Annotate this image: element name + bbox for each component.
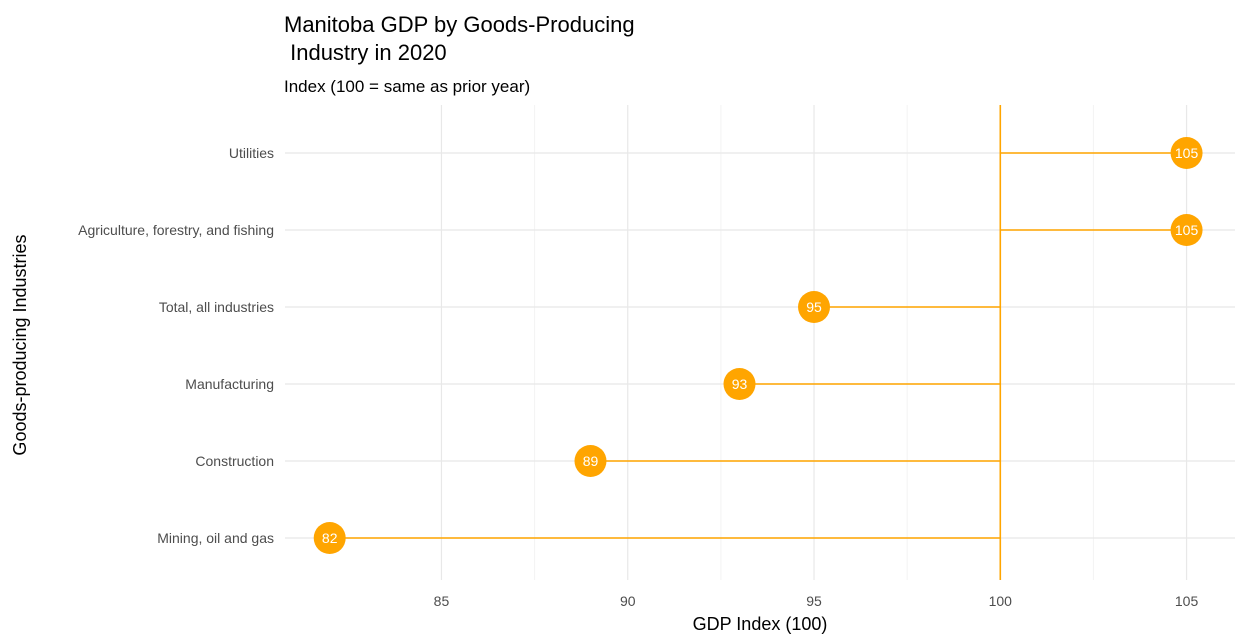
- y-category-label: Utilities: [229, 145, 274, 161]
- lollipop-point: [1170, 214, 1203, 246]
- lollipop-point: [574, 445, 607, 477]
- chart-title-line-1: Manitoba GDP by Goods-Producing: [284, 12, 635, 37]
- y-category-label: Total, all industries: [159, 299, 274, 315]
- grid: [285, 105, 1235, 580]
- x-tick-label: 95: [806, 593, 822, 609]
- chart-subtitle: Index (100 = same as prior year): [284, 77, 530, 96]
- x-tick-label: 100: [989, 593, 1013, 609]
- lollipop-point: [723, 368, 756, 400]
- y-axis-labels: Utilities Agriculture, forestry, and fish…: [78, 145, 274, 546]
- point-value-label: 89: [583, 453, 599, 469]
- lollipop-point: [798, 291, 831, 323]
- x-tick-label: 90: [620, 593, 636, 609]
- y-category-label: Mining, oil and gas: [157, 530, 274, 546]
- y-axis-title: Goods-producing Industries: [10, 234, 30, 455]
- chart-title-line-2: Industry in 2020: [284, 40, 447, 65]
- point-value-label: 105: [1175, 222, 1199, 238]
- point-value-label: 95: [806, 299, 822, 315]
- lollipop-point: [1170, 137, 1203, 169]
- x-tick-label: 105: [1175, 593, 1199, 609]
- lollipop-point: [313, 522, 346, 554]
- y-category-label: Construction: [195, 453, 274, 469]
- point-value-label: 82: [322, 530, 338, 546]
- y-category-label: Manufacturing: [185, 376, 274, 392]
- y-category-label: Agriculture, forestry, and fishing: [78, 222, 274, 238]
- x-axis-labels: 85 90 95 100 105: [434, 593, 1199, 609]
- x-axis-title: GDP Index (100): [693, 614, 828, 634]
- data-marks: 105 105 95 93 89 82: [313, 105, 1203, 580]
- point-value-label: 105: [1175, 145, 1199, 161]
- x-tick-label: 85: [434, 593, 450, 609]
- point-value-label: 93: [732, 376, 748, 392]
